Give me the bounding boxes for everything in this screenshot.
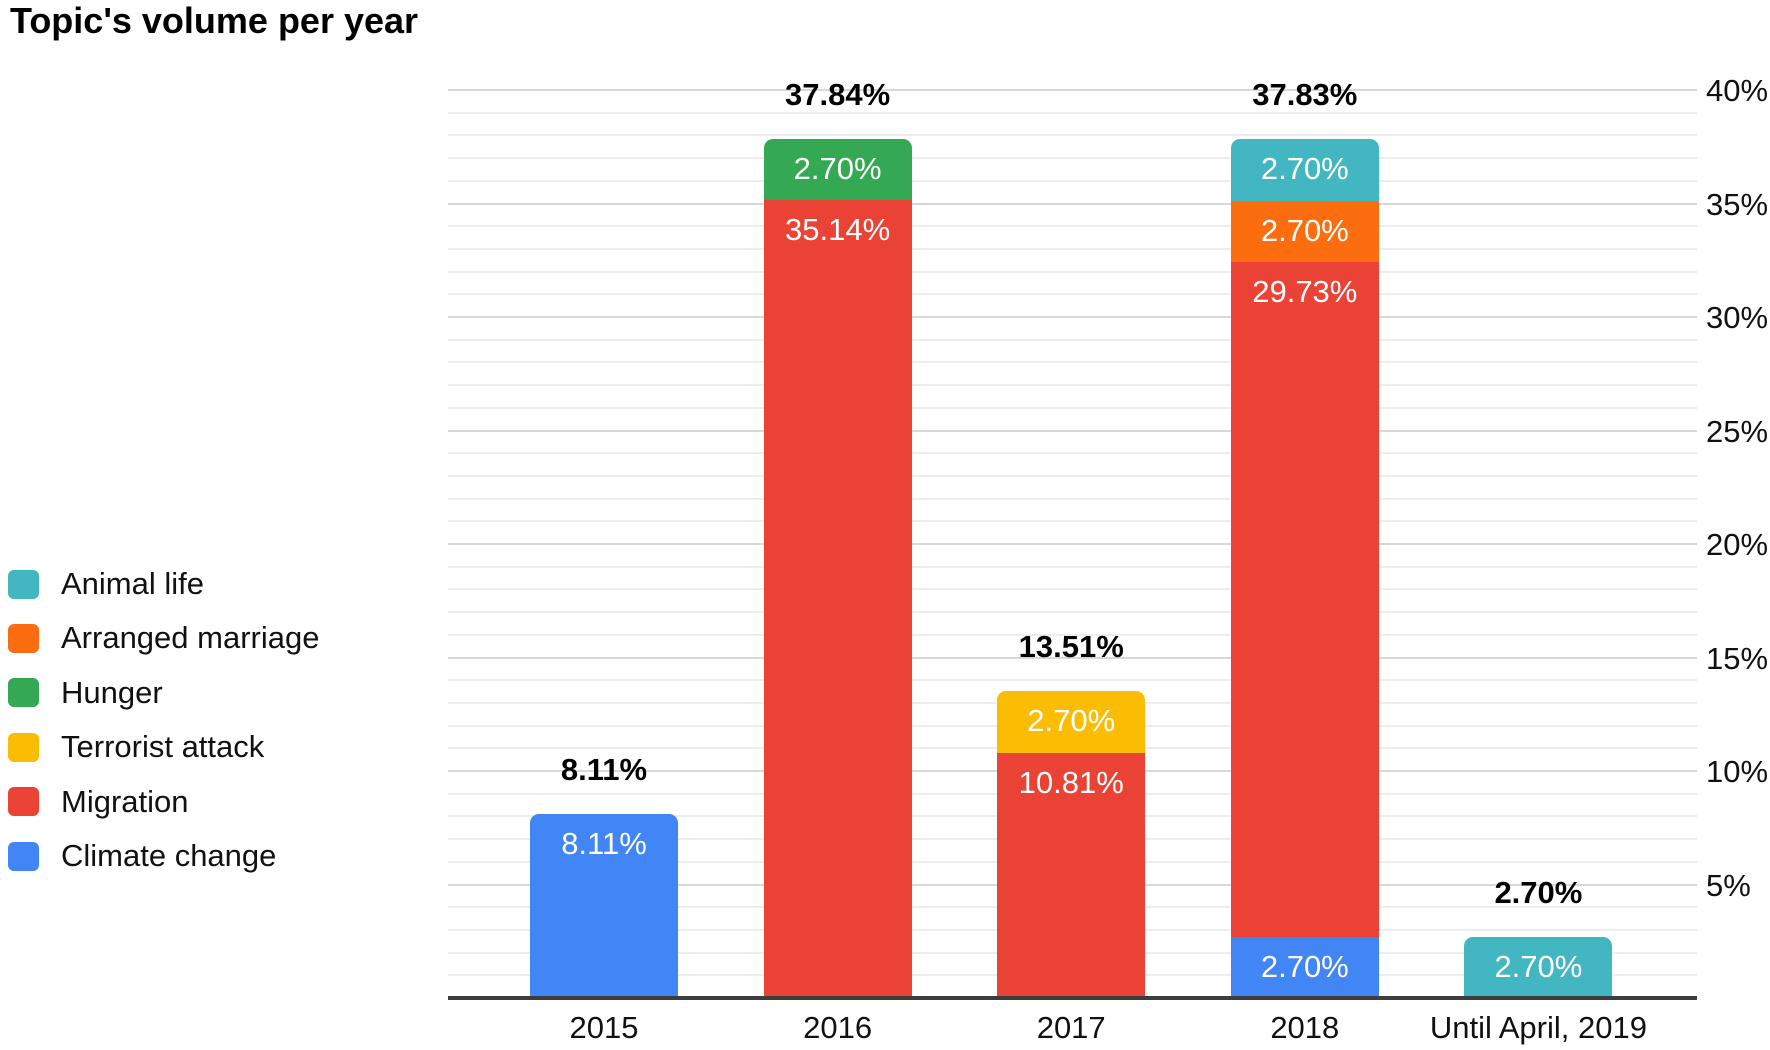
bar-segment[interactable] [1230, 936, 1379, 998]
legend-label: Animal life [61, 566, 204, 601]
bar-total-label: 13.51% [1018, 629, 1124, 665]
segment-value-label: 2.70% [1027, 703, 1116, 739]
x-axis-category-label: 2016 [803, 1010, 873, 1045]
bar-segment[interactable] [1230, 139, 1379, 201]
bar-segment[interactable] [1230, 261, 1379, 937]
x-axis-category-label: 2017 [1036, 1010, 1106, 1045]
segment-value-label: 29.73% [1252, 273, 1358, 309]
segment-value-label: 2.70% [1260, 948, 1349, 984]
y-axis-tick-label: 30% [1706, 300, 1769, 335]
legend-color-swatch [8, 841, 39, 871]
major-gridline [448, 656, 1697, 659]
minor-gridline [448, 361, 1697, 364]
minor-gridline [448, 384, 1697, 387]
minor-gridline [448, 157, 1697, 160]
legend-item-arranged-marriage[interactable]: Arranged marriage [8, 611, 319, 665]
major-gridline [448, 202, 1697, 205]
legend-label: Migration [61, 783, 189, 819]
legend-item-animal-life[interactable]: Animal life [8, 557, 204, 611]
legend-item-climate-change[interactable]: Climate change [8, 829, 276, 883]
y-axis-tick-label: 40% [1706, 73, 1769, 108]
bar-segment[interactable] [763, 139, 912, 201]
segment-value-label: 10.81% [1018, 764, 1124, 800]
minor-gridline [448, 474, 1697, 477]
legend-item-terrorist-attack[interactable]: Terrorist attack [8, 720, 264, 774]
segment-value-label: 2.70% [1260, 151, 1349, 187]
bar-total-label: 2.70% [1494, 874, 1583, 910]
y-axis-tick-label: 10% [1706, 754, 1769, 789]
minor-gridline [448, 247, 1697, 250]
segment-value-label: 8.11% [561, 825, 647, 861]
minor-gridline [448, 111, 1697, 114]
major-gridline [448, 89, 1697, 91]
segment-value-label: 2.70% [1494, 948, 1583, 984]
minor-gridline [448, 497, 1697, 500]
segment-value-label: 2.70% [1260, 212, 1349, 248]
x-axis-category-label: 2018 [1270, 1010, 1340, 1045]
minor-gridline [448, 520, 1697, 523]
minor-gridline [448, 179, 1697, 182]
legend-label: Arranged marriage [61, 620, 320, 656]
bar-segment[interactable] [1230, 200, 1379, 262]
minor-gridline [448, 679, 1697, 682]
bar-total-label: 37.84% [785, 77, 891, 113]
y-axis-tick-label: 15% [1706, 640, 1769, 676]
legend-label: Terrorist attack [61, 729, 265, 765]
minor-gridline [448, 611, 1697, 614]
x-axis-baseline [448, 996, 1697, 1000]
minor-gridline [448, 338, 1697, 341]
legend-color-swatch [8, 787, 39, 817]
major-gridline [448, 316, 1697, 318]
legend-item-migration[interactable]: Migration [8, 775, 189, 829]
legend-color-swatch [8, 678, 39, 708]
bar-total-label: 8.11% [560, 751, 648, 787]
x-axis-category-label: Until April, 2019 [1429, 1010, 1647, 1045]
x-axis-category-label: 2015 [569, 1010, 639, 1045]
bar-segment[interactable] [530, 813, 678, 998]
minor-gridline [448, 565, 1697, 568]
legend-label: Hunger [61, 674, 163, 710]
legend-color-swatch [8, 623, 39, 653]
minor-gridline [448, 270, 1697, 273]
bar-segment[interactable] [997, 691, 1146, 753]
y-axis-tick-label: 25% [1706, 413, 1769, 449]
segment-value-label: 2.70% [793, 151, 882, 187]
legend-color-swatch [8, 569, 39, 599]
legend-color-swatch [8, 732, 39, 762]
minor-gridline [448, 134, 1697, 137]
minor-gridline [448, 225, 1697, 228]
y-axis-tick-label: 20% [1706, 527, 1769, 562]
y-axis-tick-label: 5% [1706, 867, 1751, 903]
major-gridline [448, 543, 1697, 545]
minor-gridline [448, 633, 1697, 636]
chart-title: Topic's volume per year [10, 0, 419, 41]
major-gridline [448, 429, 1697, 432]
legend-label: Climate change [61, 838, 277, 873]
y-axis-tick-label: 35% [1706, 186, 1769, 222]
segment-value-label: 35.14% [785, 212, 891, 248]
bar-segment[interactable] [997, 752, 1146, 998]
minor-gridline [448, 293, 1697, 296]
minor-gridline [448, 588, 1697, 591]
minor-gridline [448, 452, 1697, 455]
bar-total-label: 37.83% [1252, 77, 1358, 113]
minor-gridline [448, 406, 1697, 409]
bar-segment[interactable] [1464, 936, 1613, 998]
legend-item-hunger[interactable]: Hunger [8, 666, 163, 720]
bar-segment[interactable] [763, 200, 912, 998]
